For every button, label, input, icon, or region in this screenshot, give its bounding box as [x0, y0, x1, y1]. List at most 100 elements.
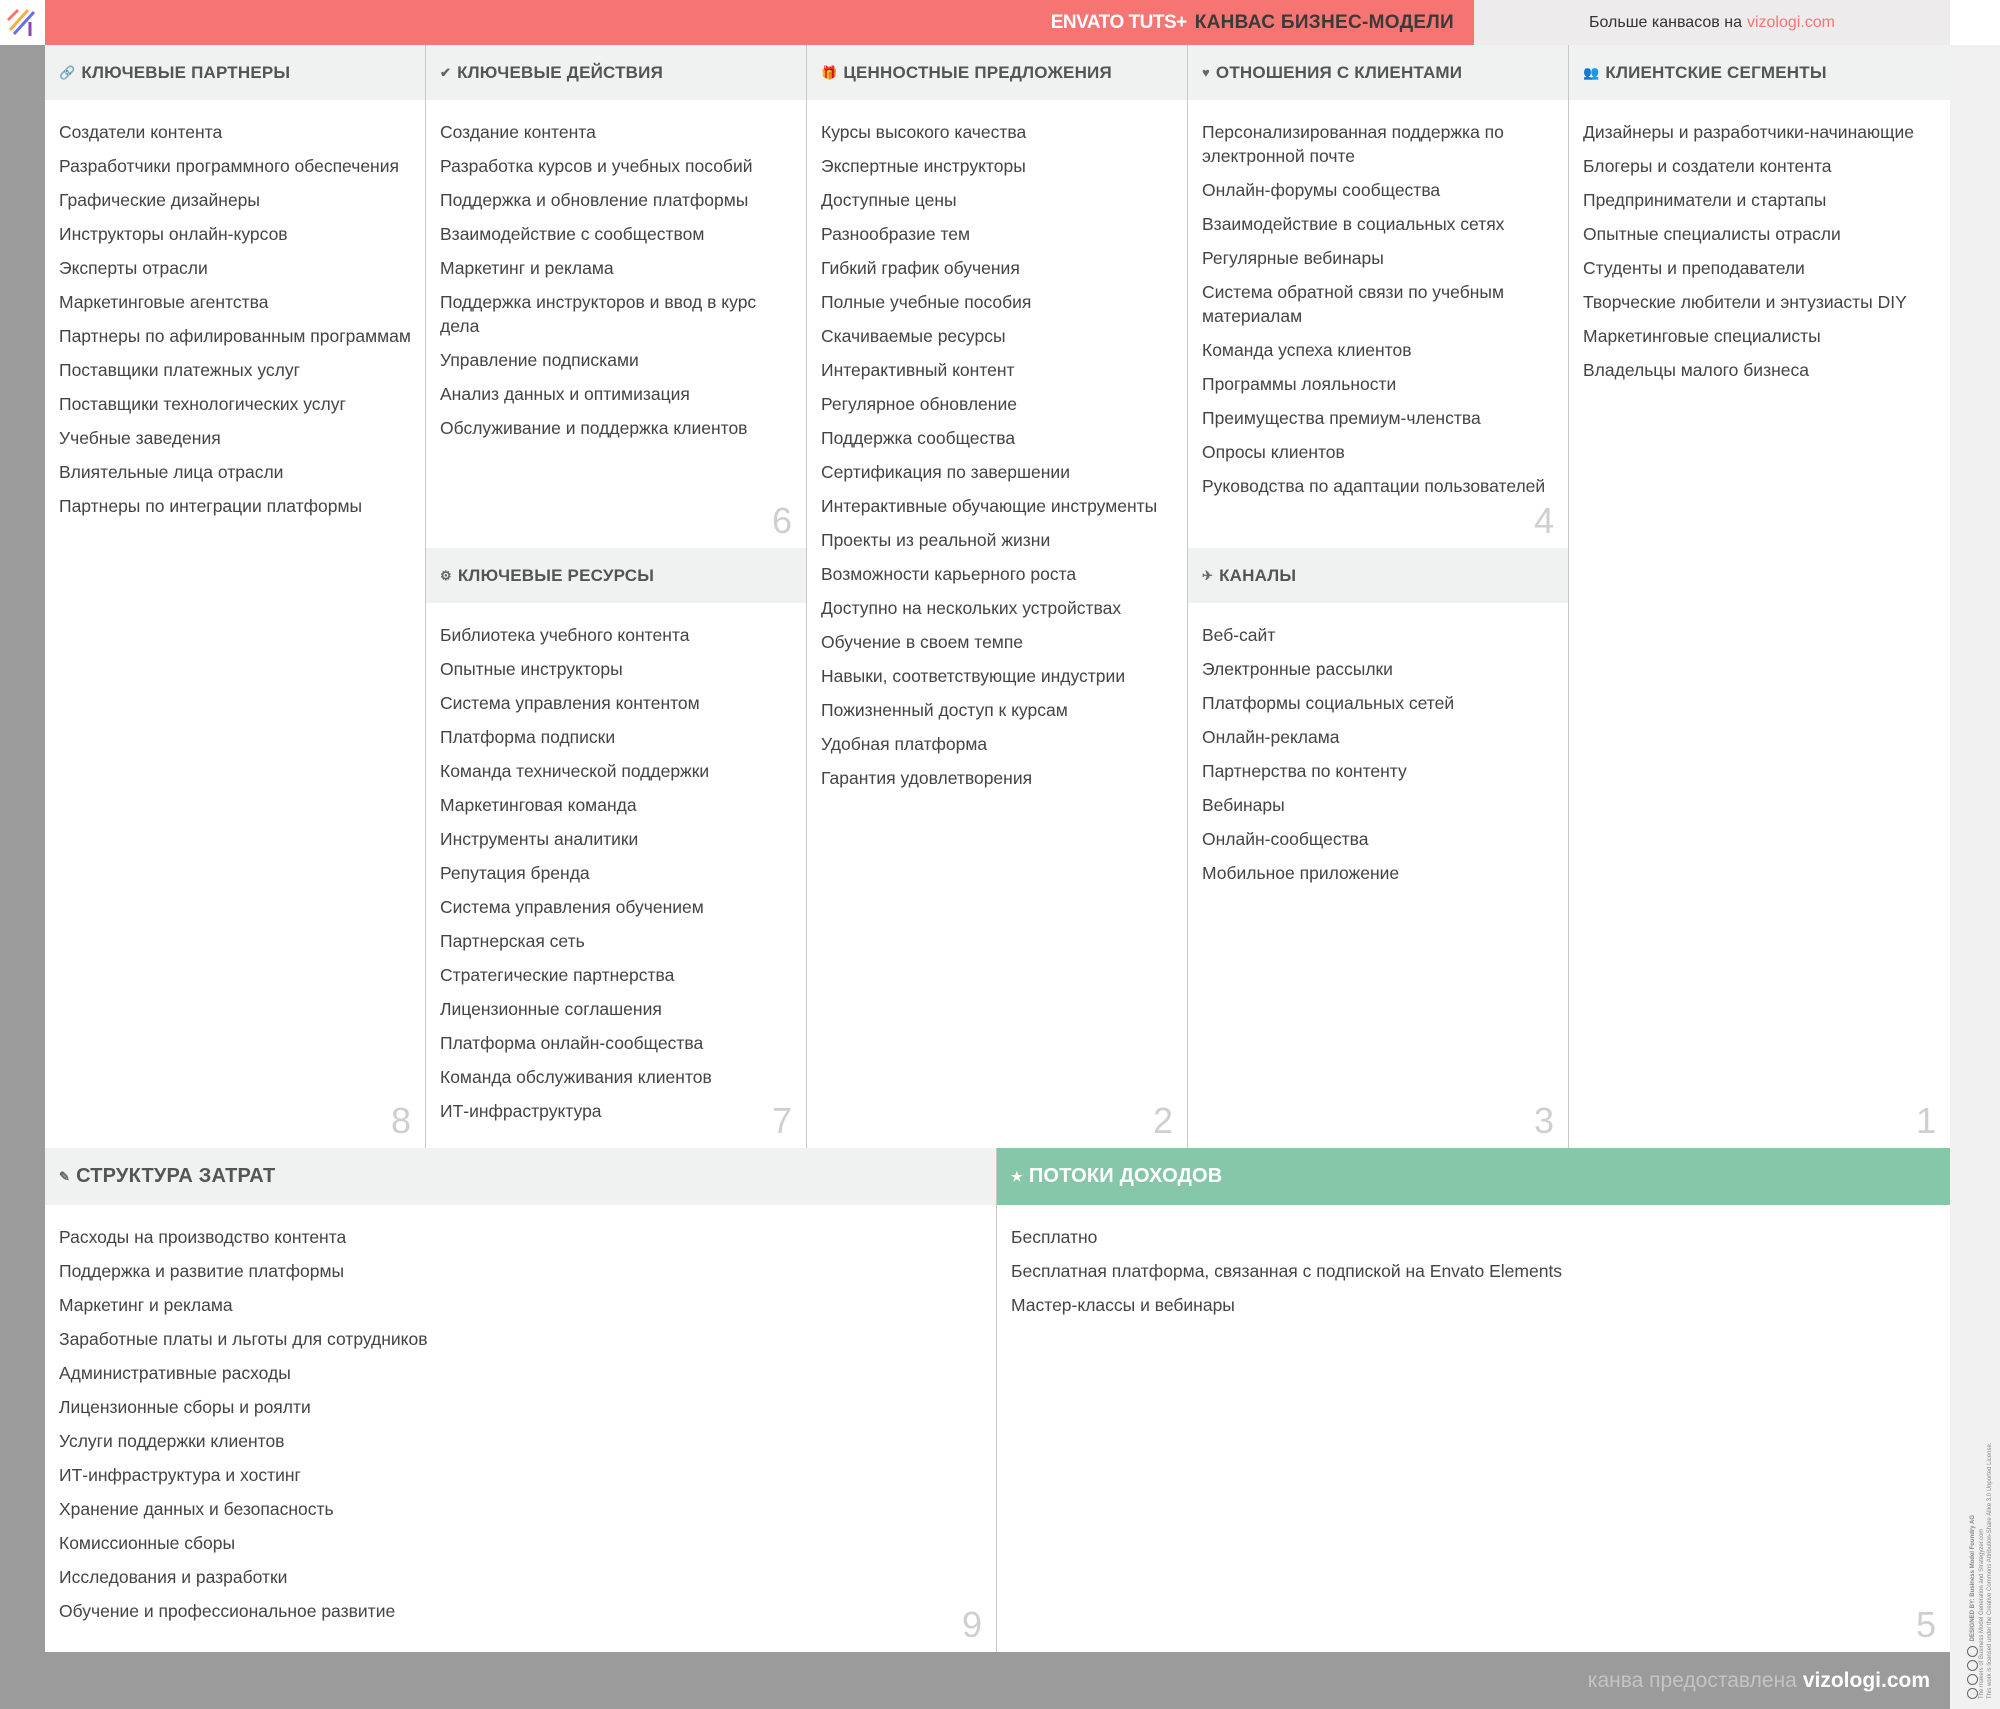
gift-icon: 🎁 [821, 64, 838, 80]
tag-icon: ✎ [59, 1168, 71, 1184]
list-item: Проекты из реальной жизни [821, 530, 1051, 550]
list-item: Обучение и профессиональное развитие [59, 1601, 396, 1621]
list-item: Поддержка и обновление платформы [440, 190, 749, 210]
list-item: Маркетинговая команда [440, 795, 637, 815]
list-item: Взаимодействие в социальных сетях [1202, 214, 1505, 234]
list-item: Гибкий график обучения [821, 258, 1020, 278]
section-header: ♥ ОТНОШЕНИЯ С КЛИЕНТАМИ [1188, 45, 1568, 100]
list-item: Вебинары [1202, 795, 1285, 815]
list-item: Дизайнеры и разработчики-начинающие [1583, 122, 1914, 142]
more-canvases-text: Больше канвасов на [1589, 13, 1742, 31]
list-item: Инструкторы онлайн-курсов [59, 224, 288, 244]
item-list: Создание контента Разработка курсов и уче… [426, 100, 806, 440]
list-item: Административные расходы [59, 1363, 291, 1383]
list-item: Исследования и разработки [59, 1567, 288, 1587]
list-item: Разнообразие тем [821, 224, 971, 244]
list-item: Поставщики платежных услуг [59, 360, 300, 380]
list-item: Доступно на нескольких устройствах [821, 598, 1122, 618]
list-item: Взаимодействие с сообществом [440, 224, 705, 244]
list-item: Партнерская сеть [440, 931, 585, 951]
check-icon: ✔ [440, 64, 452, 80]
attribution-icon [1967, 1646, 1978, 1657]
list-item: Партнеры по афилированным программам [59, 326, 411, 346]
list-item: Студенты и преподаватели [1583, 258, 1805, 278]
list-item: Регулярные вебинары [1202, 248, 1384, 268]
list-item: Лицензионные соглашения [440, 999, 662, 1019]
item-list: Персонализированная поддержка по электро… [1188, 100, 1568, 498]
list-item: Мобильное приложение [1202, 863, 1400, 883]
list-item: Бесплатно [1011, 1227, 1098, 1247]
section-title: КАНАЛЫ [1219, 565, 1297, 585]
list-item: Предприниматели и стартапы [1583, 190, 1827, 210]
page-title: КАНВАС БИЗНЕС-МОДЕЛИ [1194, 11, 1454, 33]
section-costs: ✎ СТРУКТУРА ЗАТРАТ Расходы на производство… [45, 1148, 997, 1652]
list-item: Блогеры и создатели контента [1583, 156, 1832, 176]
list-item: Опросы клиентов [1202, 442, 1345, 462]
vizologi-logo[interactable] [0, 0, 45, 45]
section-partners: 🔗 КЛЮЧЕВЫЕ ПАРТНЕРЫ Создатели контента Разр… [45, 45, 426, 1148]
list-item: Маркетинг и реклама [59, 1295, 233, 1315]
list-item: Пожизненный доступ к курсам [821, 700, 1068, 720]
section-resources: ⚙ КЛЮЧЕВЫЕ РЕСУРСЫ Библиотека учебного кон… [426, 548, 807, 1148]
section-title: ОТНОШЕНИЯ С КЛИЕНТАМИ [1215, 62, 1463, 82]
list-item: Система управления обучением [440, 897, 704, 917]
vizologi-link[interactable]: vizologi.com [1746, 13, 1835, 31]
section-number: 3 [1533, 1100, 1554, 1141]
item-list: Курсы высокого качества Экспертные инстру… [807, 100, 1187, 790]
list-item: Поддержка сообщества [821, 428, 1016, 448]
cc-icon [1967, 1688, 1978, 1699]
section-number: 5 [1915, 1604, 1936, 1645]
section-title: СТРУКТУРА ЗАТРАТ [76, 1165, 276, 1187]
link-icon: 🔗 [59, 64, 76, 80]
footer-link[interactable]: vizologi.com [1802, 1668, 1930, 1692]
list-item: Репутация бренда [440, 863, 590, 883]
list-item: Персонализированная поддержка по электро… [1202, 122, 1504, 166]
list-item: Удобная платформа [821, 734, 988, 754]
section-segments: 👥 КЛИЕНТСКИЕ СЕГМЕНТЫ Дизайнеры и разработ… [1569, 45, 1950, 1148]
list-item: Поддержка и развитие платформы [59, 1261, 345, 1281]
list-item: Руководства по адаптации пользователей [1202, 476, 1546, 496]
list-item: Экспертные инструкторы [821, 156, 1026, 176]
list-item: Создатели контента [59, 122, 223, 142]
list-item: Управление подписками [440, 350, 639, 370]
section-channels: ✈ КАНАЛЫ Веб-сайт Электронные рассылки Платф… [1188, 548, 1569, 1148]
list-item: Поставщики технологических услуг [59, 394, 346, 414]
section-number: 9 [961, 1604, 982, 1645]
list-item: Хранение данных и безопасность [59, 1499, 334, 1519]
list-item: Партнеры по интеграции платформы [59, 496, 363, 516]
section-title: КЛЮЧЕВЫЕ ДЕЙСТВИЯ [457, 62, 663, 82]
list-item: Опытные инструкторы [440, 659, 623, 679]
more-canvases: Больше канвасов на vizologi.com [1474, 0, 1950, 45]
section-header: 🔗 КЛЮЧЕВЫЕ ПАРТНЕРЫ [45, 45, 425, 100]
list-item: Анализ данных и оптимизация [440, 384, 690, 404]
list-item: Влиятельные лица отрасли [59, 462, 284, 482]
copyright-icon [1967, 1660, 1978, 1671]
list-item: ИТ-инфраструктура и хостинг [59, 1465, 301, 1485]
list-item: Курсы высокого качества [821, 122, 1027, 142]
list-item: Мастер-классы и вебинары [1011, 1295, 1235, 1315]
list-item: Бесплатная платформа, связанная с подпис… [1011, 1261, 1563, 1281]
list-item: Команда обслуживания клиентов [440, 1067, 712, 1087]
item-list: Создатели контента Разработчики программн… [45, 100, 425, 518]
list-item: Партнерства по контенту [1202, 761, 1407, 781]
list-item: Услуги поддержки клиентов [59, 1431, 285, 1451]
list-item: Творческие любители и энтузиасты DIY [1583, 292, 1907, 312]
list-item: Учебные заведения [59, 428, 221, 448]
list-item: Графические дизайнеры [59, 190, 260, 210]
list-item: Доступные цены [821, 190, 957, 210]
list-item: Владельцы малого бизнеса [1583, 360, 1809, 380]
list-item: Комиссионные сборы [59, 1533, 236, 1553]
list-item: Онлайн-реклама [1202, 727, 1340, 747]
list-item: Маркетинг и реклама [440, 258, 614, 278]
list-item: Сертификация по завершении [821, 462, 1070, 482]
list-item: Разработка курсов и учебных пособий [440, 156, 753, 176]
list-item: Лицензионные сборы и роялти [59, 1397, 311, 1417]
list-item: Система обратной связи по учебным матери… [1202, 282, 1504, 326]
title-bar: ENVATO TUTS+ КАНВАС БИЗНЕС-МОДЕЛИ [45, 0, 1474, 45]
section-header: 👥 КЛИЕНТСКИЕ СЕГМЕНТЫ [1569, 45, 1950, 100]
section-number: 8 [390, 1100, 411, 1141]
section-title: КЛИЕНТСКИЕ СЕГМЕНТЫ [1605, 62, 1827, 82]
item-list: Расходы на производство контента Поддержк… [45, 1205, 996, 1623]
brand-name: ENVATO TUTS+ [1050, 11, 1188, 33]
list-item: Обслуживание и поддержка клиентов [440, 418, 748, 438]
